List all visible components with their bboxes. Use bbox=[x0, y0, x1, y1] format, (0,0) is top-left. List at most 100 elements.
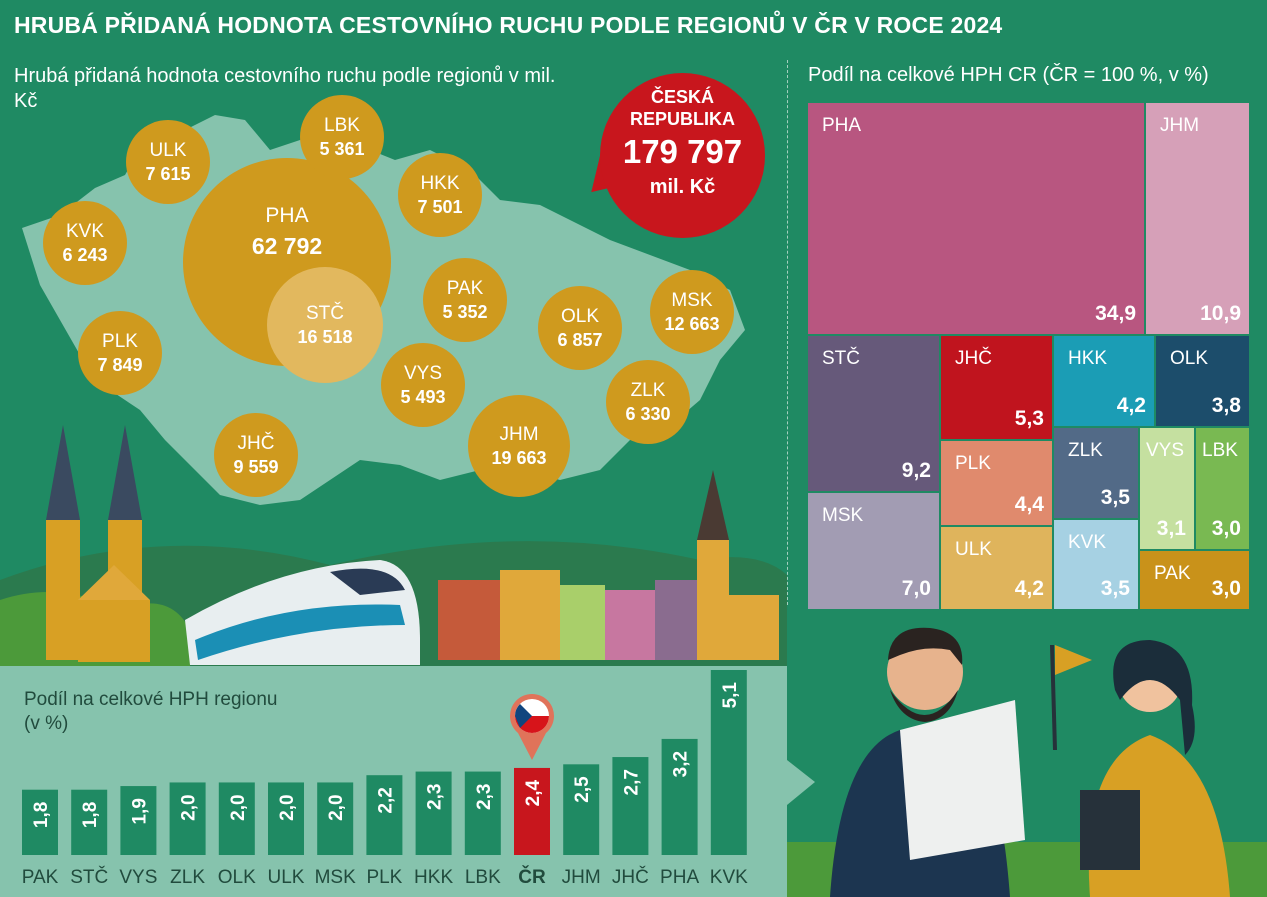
bubble-label: PLK bbox=[102, 331, 138, 352]
bubble-value: 7 615 bbox=[145, 164, 190, 184]
bubble-plk: PLK 7 849 bbox=[78, 311, 162, 395]
bubble-circle bbox=[606, 360, 690, 444]
treemap-label: ZLK bbox=[1068, 440, 1103, 461]
bar-10: 2,4 ČR bbox=[510, 693, 555, 888]
treemap-label: ULK bbox=[955, 539, 992, 560]
bubble-value: 9 559 bbox=[233, 457, 278, 477]
bar-subtitle: Podíl na celkové HPH regionu (v %) bbox=[24, 689, 278, 734]
bar-rect bbox=[317, 782, 354, 855]
treemap-label: JHM bbox=[1160, 115, 1199, 136]
treemap-rect bbox=[1196, 428, 1249, 549]
country-name: ČESKÁ REPUBLIKA bbox=[629, 87, 735, 129]
bar-rect bbox=[71, 789, 108, 855]
bar-value-label: 1,9 bbox=[129, 798, 150, 824]
treemap-rect bbox=[941, 527, 1052, 609]
treemap-rect bbox=[1156, 336, 1249, 426]
bar-value-label: 2,2 bbox=[375, 787, 396, 813]
treemap-value: 4,4 bbox=[1015, 493, 1045, 516]
bar-8: 2,3 HKK bbox=[414, 771, 453, 888]
treemap-rect bbox=[941, 336, 1052, 439]
czech-flag-pin-icon bbox=[510, 693, 555, 760]
divider bbox=[787, 60, 788, 605]
bubble-label: MSK bbox=[671, 290, 713, 311]
country-total-unit: mil. Kč bbox=[649, 176, 716, 198]
treemap-value: 10,9 bbox=[1200, 302, 1241, 325]
bar-category-label: PAK bbox=[22, 867, 59, 888]
treemap-cell-stč: STČ 9,2 bbox=[808, 336, 939, 491]
bar-value-label: 1,8 bbox=[80, 802, 101, 828]
bar-category-label: PLK bbox=[366, 867, 402, 888]
bubble-value: 12 663 bbox=[664, 314, 719, 334]
bubble-circle bbox=[423, 258, 507, 342]
treemap-cell-pak: PAK 3,0 bbox=[1140, 551, 1249, 609]
treemap-value: 3,5 bbox=[1101, 486, 1131, 509]
bar-value-label: 2,0 bbox=[228, 794, 249, 820]
treemap-cell-ulk: ULK 4,2 bbox=[941, 527, 1052, 609]
bar-value-label: 2,5 bbox=[572, 776, 593, 803]
page-title: HRUBÁ PŘIDANÁ HODNOTA CESTOVNÍHO RUCHU P… bbox=[14, 12, 1003, 38]
bubble-lbk: LBK 5 361 bbox=[300, 95, 384, 179]
bubble-vys: VYS 5 493 bbox=[381, 343, 465, 427]
treemap-value: 4,2 bbox=[1015, 577, 1044, 600]
bar-category-label: ZLK bbox=[170, 867, 205, 888]
treemap-label: PHA bbox=[822, 115, 861, 136]
treemap-cell-plk: PLK 4,4 bbox=[941, 441, 1052, 525]
bar-category-label: ČR bbox=[518, 866, 546, 888]
treemap-label: JHČ bbox=[955, 347, 992, 369]
treemap-value: 3,8 bbox=[1212, 394, 1242, 417]
bar-6: 2,0 MSK bbox=[315, 782, 356, 888]
bubble-ulk: ULK 7 615 bbox=[126, 120, 210, 204]
bar-value-label: 2,0 bbox=[326, 794, 347, 820]
bar-value-label: 2,0 bbox=[277, 794, 298, 820]
bar-category-label: OLK bbox=[218, 867, 256, 888]
treemap-value: 9,2 bbox=[902, 459, 931, 482]
treemap-cell-kvk: KVK 3,5 bbox=[1054, 520, 1138, 609]
treemap-rect bbox=[1054, 520, 1138, 609]
treemap-cell-msk: MSK 7,0 bbox=[808, 493, 939, 609]
bubble-value: 5 361 bbox=[319, 139, 364, 159]
bar-1: 1,8 STČ bbox=[70, 789, 108, 888]
treemap-label: LBK bbox=[1202, 440, 1238, 461]
bubble-label: HKK bbox=[420, 173, 459, 194]
treemap-rect bbox=[1140, 551, 1249, 609]
treemap-rect bbox=[1054, 336, 1154, 426]
bubble-value: 5 352 bbox=[442, 302, 487, 322]
bubble-circle bbox=[538, 286, 622, 370]
treemap-rect bbox=[1054, 428, 1138, 518]
bar-category-label: JHČ bbox=[612, 866, 649, 888]
bubble-label: ULK bbox=[150, 140, 187, 161]
town-houses-illustration bbox=[438, 470, 779, 660]
bar-3: 2,0 ZLK bbox=[169, 782, 206, 888]
treemap-value: 34,9 bbox=[1095, 302, 1136, 325]
bubble-jhč: JHČ 9 559 bbox=[214, 413, 298, 497]
bar-value-label: 5,1 bbox=[720, 682, 741, 709]
bar-value-label: 1,8 bbox=[31, 802, 52, 828]
bar-value-label: 2,4 bbox=[523, 780, 544, 807]
bar-category-label: PHA bbox=[660, 867, 699, 888]
bubble-label: PHA bbox=[265, 204, 308, 227]
bar-11: 2,5 JHM bbox=[562, 764, 601, 888]
bar-rect bbox=[661, 738, 698, 855]
bar-layer: 1,8 PAK 1,8 STČ 1,9 VYS 2,0 ZLK 2,0 OLK 2,0 ULK 2,0 M… bbox=[22, 670, 748, 888]
bar-value-label: 2,3 bbox=[425, 784, 446, 810]
bar-rect bbox=[514, 767, 550, 855]
bubble-hkk: HKK 7 501 bbox=[398, 153, 482, 237]
bar-category-label: STČ bbox=[70, 866, 108, 888]
treemap-cell-lbk: LBK 3,0 bbox=[1196, 428, 1249, 549]
treemap-value: 3,5 bbox=[1101, 577, 1131, 600]
treemap-cell-jhm: JHM 10,9 bbox=[1146, 103, 1249, 334]
bubble-value: 6 857 bbox=[557, 330, 602, 350]
bar-category-label: LBK bbox=[465, 867, 501, 888]
treemap-cell-vys: VYS 3,1 bbox=[1140, 428, 1194, 549]
treemap-rect bbox=[1146, 103, 1249, 334]
bubble-label: JHČ bbox=[238, 432, 275, 454]
bubble-label: LBK bbox=[324, 115, 360, 136]
treemap-cell-hkk: HKK 4,2 bbox=[1054, 336, 1154, 426]
bar-category-label: ULK bbox=[268, 867, 305, 888]
bar-category-label: HKK bbox=[414, 867, 453, 888]
bar-rect bbox=[366, 775, 403, 855]
treemap-label: PAK bbox=[1154, 563, 1191, 584]
treemap-label: HKK bbox=[1068, 348, 1107, 369]
bubble-circle bbox=[398, 153, 482, 237]
